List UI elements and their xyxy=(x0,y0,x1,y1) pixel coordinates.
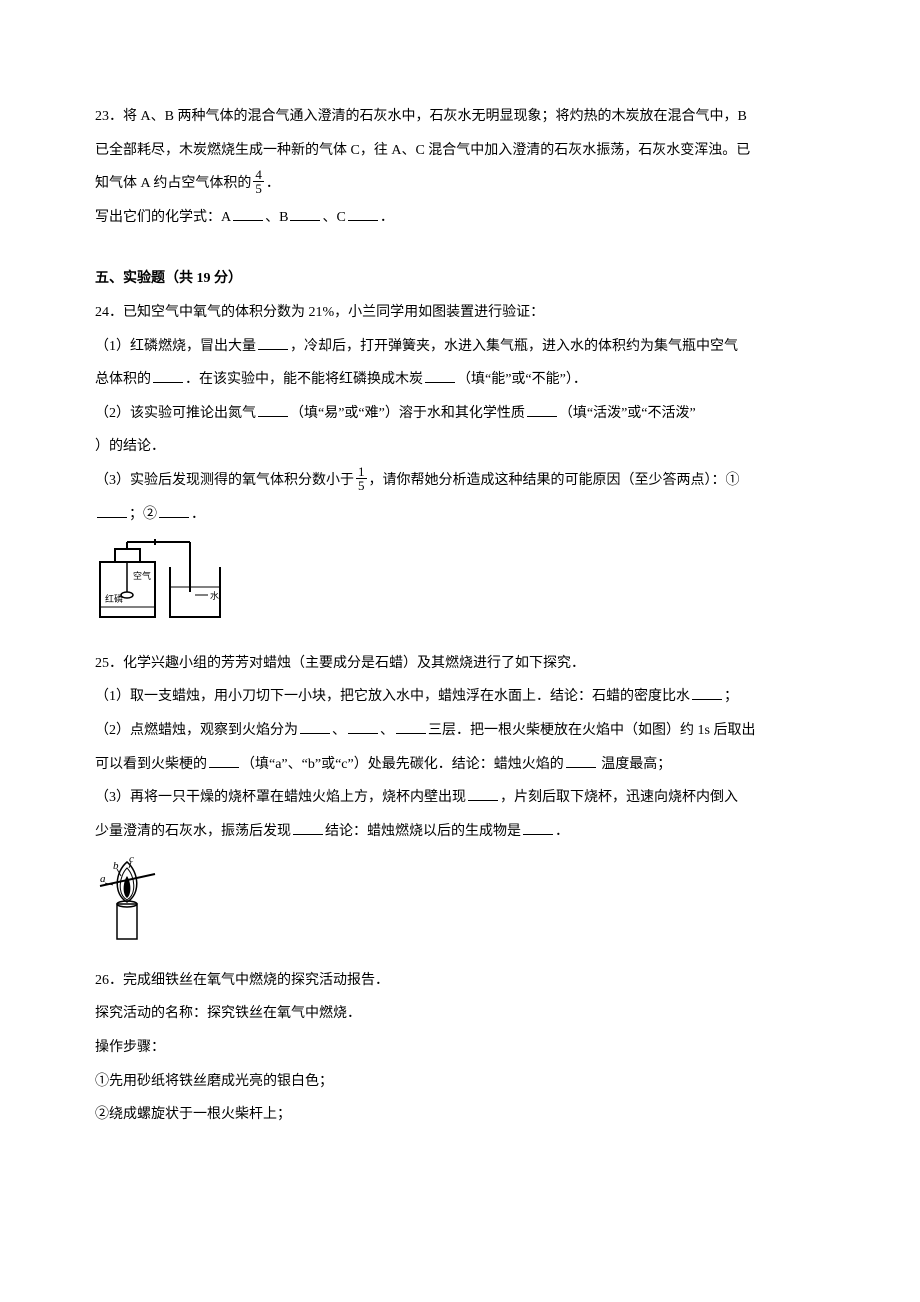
q24-p3c: ；② xyxy=(129,507,157,522)
blank-q25-2 xyxy=(300,719,330,734)
q23-text2c: ． xyxy=(266,176,280,191)
q24-p2b: （填“易”或“难”）溶于水和其化学性质 xyxy=(290,406,525,421)
q25-p2c: 、 xyxy=(380,723,394,738)
section5-header: 五、实验题（共 19 分） xyxy=(95,262,825,296)
q24-p3b: ，请你帮她分析造成这种结果的可能原因（至少答两点）：① xyxy=(369,473,740,488)
q24-p2d: ）的结论． xyxy=(95,439,165,454)
frac-den: 5 xyxy=(253,182,264,195)
q25-p3d: 结论：蜡烛燃烧以后的生成物是 xyxy=(325,824,521,839)
q23-number: 23． xyxy=(95,109,123,124)
q23-text3b: 、B xyxy=(265,210,288,225)
blank-q24-1 xyxy=(258,335,288,350)
fraction-1-5: 15 xyxy=(356,465,367,492)
q23-text3d: ． xyxy=(380,210,394,225)
q25-p1b: ； xyxy=(724,689,738,704)
q23-text3a: 写出它们的化学式：A xyxy=(95,210,231,225)
q25-number: 25． xyxy=(95,656,123,671)
q25-p2e: 可以看到火柴梗的 xyxy=(95,757,207,772)
q25-p2d: 三层．把一根火柴梗放在火焰中（如图）约 1s 后取出 xyxy=(428,723,755,738)
q24-p1-line2: 总体积的 ．在该实验中，能不能将红磷换成木炭 （填“能”或“不能”）． xyxy=(95,363,825,397)
q24-p2-line1: （2）该实验可推论出氮气 （填“易”或“难”）溶于水和其化学性质 （填“活泼”或“不… xyxy=(95,397,825,431)
q25-p3-line1: （3）再将一只干燥的烧杯罩在蜡烛火焰上方，烧杯内壁出现 ，片刻后取下烧杯，迅速向烧… xyxy=(95,781,825,815)
frac-num2: 1 xyxy=(356,465,367,479)
blank-a xyxy=(233,206,263,221)
q25-intro-text: 化学兴趣小组的芳芳对蜡烛（主要成分是石蜡）及其燃烧进行了如下探究． xyxy=(123,656,585,671)
q24-intro-text: 已知空气中氧气的体积分数为 21%，小兰同学用如图装置进行验证： xyxy=(123,305,544,320)
label-c: c xyxy=(129,854,134,865)
q26-line1: 26．完成细铁丝在氧气中燃烧的探究活动报告． xyxy=(95,964,825,998)
q26-number: 26． xyxy=(95,973,123,988)
apparatus-svg: 空气 红磷 水 xyxy=(95,537,225,627)
q25-p2a: （2）点燃蜡烛，观察到火焰分为 xyxy=(95,723,298,738)
blank-q24-2 xyxy=(153,368,183,383)
q26-line2: 探究活动的名称：探究铁丝在氧气中燃烧． xyxy=(95,997,825,1031)
blank-q25-7 xyxy=(468,786,498,801)
blank-q25-9 xyxy=(523,820,553,835)
blank-q24-5 xyxy=(527,402,557,417)
q24-p1e: （填“能”或“不能”）． xyxy=(457,372,587,387)
frac-den2: 5 xyxy=(356,479,367,492)
q26-step1: ①先用砂纸将铁丝磨成光亮的银白色； xyxy=(95,1065,825,1099)
q24-p2-line2: ）的结论． xyxy=(95,430,825,464)
apparatus-diagram: 空气 红磷 水 xyxy=(95,537,825,641)
fraction-4-5: 45 xyxy=(253,168,264,195)
blank-q25-5 xyxy=(209,753,239,768)
q24-p2c: （填“活泼”或“不活泼” xyxy=(559,406,696,421)
frac-num: 4 xyxy=(253,168,264,182)
q23-line1: 23．将 A、B 两种气体的混合气通入澄清的石灰水中，石灰水无明显现象；将灼热的… xyxy=(95,100,825,134)
q24-p1-line1: （1）红磷燃烧，冒出大量 ，冷却后，打开弹簧夹，水进入集气瓶，进入水的体积约为集气… xyxy=(95,330,825,364)
q25-p2b: 、 xyxy=(332,723,346,738)
q25-p1a: （1）取一支蜡烛，用小刀切下一小块，把它放入水中，蜡烛浮在水面上．结论：石蜡的密… xyxy=(95,689,690,704)
blank-q25-6 xyxy=(566,753,596,768)
q25-p2-line1: （2）点燃蜡烛，观察到火焰分为 、 、 三层．把一根火柴梗放在火焰中（如图）约 1s … xyxy=(95,714,825,748)
blank-q25-4 xyxy=(396,719,426,734)
candle-diagram: a b c xyxy=(95,854,825,958)
blank-q25-8 xyxy=(293,820,323,835)
q25-p2g: 温度最高； xyxy=(598,757,672,772)
q23-line3: 写出它们的化学式：A 、B 、C ． xyxy=(95,201,825,235)
q24-p3a: （3）实验后发现测得的氧气体积分数小于 xyxy=(95,473,354,488)
q25-p3a: （3）再将一只干燥的烧杯罩在蜡烛火焰上方，烧杯内壁出现 xyxy=(95,790,466,805)
q23-text1: 将 A、B 两种气体的混合气通入澄清的石灰水中，石灰水无明显现象；将灼热的木炭放… xyxy=(123,109,747,124)
blank-q24-4 xyxy=(258,402,288,417)
q24-intro: 24．已知空气中氧气的体积分数为 21%，小兰同学用如图装置进行验证： xyxy=(95,296,825,330)
q25-p1: （1）取一支蜡烛，用小刀切下一小块，把它放入水中，蜡烛浮在水面上．结论：石蜡的密… xyxy=(95,680,825,714)
q25-p3e: ． xyxy=(555,824,569,839)
blank-q25-1 xyxy=(692,685,722,700)
q24-p1c: 总体积的 xyxy=(95,372,151,387)
candle-svg: a b c xyxy=(95,854,165,944)
q25-intro: 25．化学兴趣小组的芳芳对蜡烛（主要成分是石蜡）及其燃烧进行了如下探究． xyxy=(95,647,825,681)
q24-p3d: ． xyxy=(191,507,205,522)
blank-c xyxy=(348,206,378,221)
q23-text2b: 知气体 A 约占空气体积的 xyxy=(95,176,251,191)
q24-p3-line1: （3）实验后发现测得的氧气体积分数小于15，请你帮她分析造成这种结果的可能原因（… xyxy=(95,464,825,498)
q25-p2-line2: 可以看到火柴梗的 （填“a”、“b”或“c”）处最先碳化．结论：蜡烛火焰的 温度最… xyxy=(95,748,825,782)
q24-p1d: ．在该实验中，能不能将红磷换成木炭 xyxy=(185,372,423,387)
label-air: 空气 xyxy=(133,570,151,581)
q26-step2: ②绕成螺旋状于一根火柴杆上； xyxy=(95,1098,825,1132)
blank-q24-6 xyxy=(97,503,127,518)
blank-b xyxy=(290,206,320,221)
blank-q24-3 xyxy=(425,368,455,383)
q25-p2f: （填“a”、“b”或“c”）处最先碳化．结论：蜡烛火焰的 xyxy=(241,757,564,772)
q24-p1b: ，冷却后，打开弹簧夹，水进入集气瓶，进入水的体积约为集气瓶中空气 xyxy=(290,339,738,354)
blank-q24-7 xyxy=(159,503,189,518)
q24-number: 24． xyxy=(95,305,123,320)
q23-text2a: 已全部耗尽，木炭燃烧生成一种新的气体 C，往 A、C 混合气中加入澄清的石灰水振… xyxy=(95,143,750,158)
q26-text1: 完成细铁丝在氧气中燃烧的探究活动报告． xyxy=(123,973,389,988)
q23-text3c: 、C xyxy=(322,210,345,225)
q25-p3-line2: 少量澄清的石灰水，振荡后发现 结论：蜡烛燃烧以后的生成物是 ． xyxy=(95,815,825,849)
q26-line3: 操作步骤： xyxy=(95,1031,825,1065)
document-page: 23．将 A、B 两种气体的混合气通入澄清的石灰水中，石灰水无明显现象；将灼热的… xyxy=(0,0,920,1192)
label-phosphorus: 红磷 xyxy=(105,593,123,604)
q24-p1a: （1）红磷燃烧，冒出大量 xyxy=(95,339,256,354)
q24-p3-line2: ；② ． xyxy=(95,498,825,532)
blank-q25-3 xyxy=(348,719,378,734)
q25-p3b: ，片刻后取下烧杯，迅速向烧杯内倒入 xyxy=(500,790,738,805)
q25-p3c: 少量澄清的石灰水，振荡后发现 xyxy=(95,824,291,839)
q23-line2: 已全部耗尽，木炭燃烧生成一种新的气体 C，往 A、C 混合气中加入澄清的石灰水振… xyxy=(95,134,825,168)
q24-p2a: （2）该实验可推论出氮气 xyxy=(95,406,256,421)
q23-line2b-wrap: 知气体 A 约占空气体积的45． xyxy=(95,167,825,201)
label-water: 水 xyxy=(210,590,219,601)
